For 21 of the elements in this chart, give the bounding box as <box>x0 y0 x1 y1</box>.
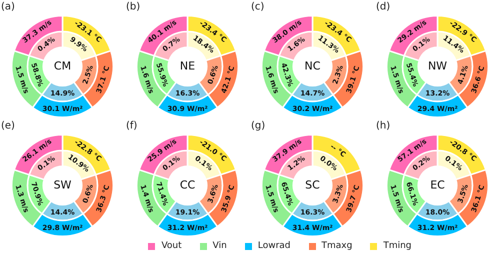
chart-title: (h) <box>376 120 390 132</box>
legend-label: Vout <box>161 241 182 251</box>
chart-title: (f) <box>126 120 138 132</box>
legend-label: Vin <box>212 241 227 251</box>
text: EC <box>430 178 446 192</box>
chart-title: (d) <box>376 2 390 13</box>
text: NC <box>304 59 321 72</box>
text: SC <box>305 178 320 192</box>
legend-label: Tming <box>383 241 412 251</box>
legend-label: Lowrad <box>258 241 290 251</box>
chart-title: (c) <box>251 2 264 13</box>
text: CC <box>180 178 196 192</box>
chart-title: (b) <box>126 2 140 13</box>
chart-title: (a) <box>1 2 16 13</box>
text: SW <box>54 178 72 192</box>
chart-title: (g) <box>251 120 266 132</box>
text: NE <box>180 59 196 72</box>
text: CM <box>54 59 72 72</box>
chart-title: (e) <box>1 120 16 132</box>
legend-label: Tmaxg <box>322 241 352 251</box>
text: NW <box>428 59 448 72</box>
